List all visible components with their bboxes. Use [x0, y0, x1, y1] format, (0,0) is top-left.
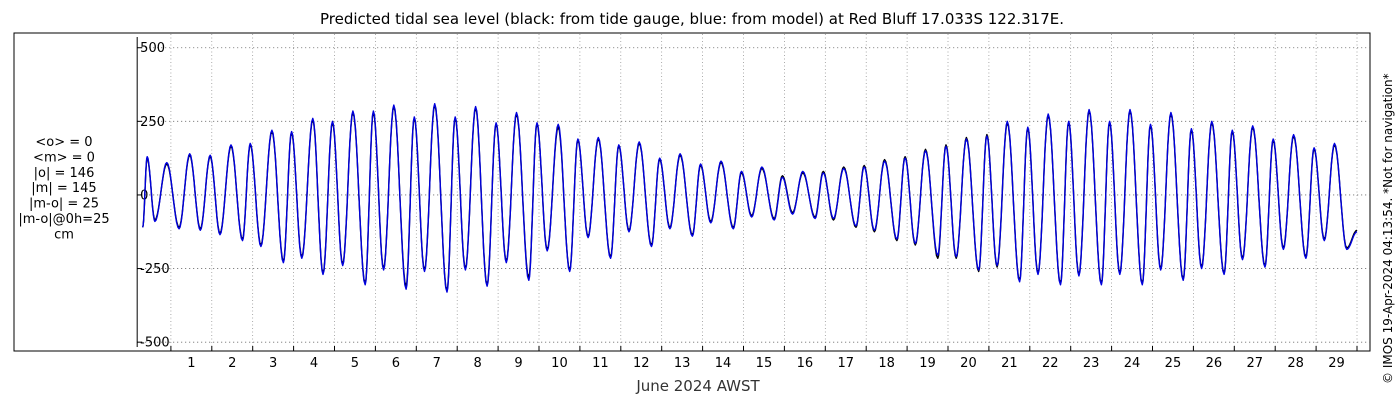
x-tick-label: 5	[351, 356, 359, 371]
x-tick-label: 22	[1042, 356, 1059, 371]
x-tick-label: 2	[228, 356, 236, 371]
x-tick-label: 4	[310, 356, 318, 371]
x-tick-label: 3	[269, 356, 277, 371]
copyright-note: © IMOS 19-Apr-2024 04:13:54. *Not for na…	[1381, 73, 1395, 384]
x-tick-label: 23	[1083, 356, 1100, 371]
chart-title: Predicted tidal sea level (black: from t…	[320, 10, 1064, 28]
x-tick-label: 15	[756, 356, 773, 371]
stat-line: cm	[54, 227, 74, 242]
statistics-panel: <o> = 0<m> = 0|o| = 146|m| = 145|m-o| = …	[18, 135, 109, 242]
x-tick-label: 17	[837, 356, 854, 371]
x-tick-label: 13	[674, 356, 691, 371]
x-axis-title: June 2024 AWST	[635, 377, 760, 395]
x-tick-label: 11	[592, 356, 609, 371]
x-tick-label: 1	[187, 356, 195, 371]
x-tick-label: 19	[919, 356, 936, 371]
x-tick-label: 26	[1206, 356, 1223, 371]
x-axis: 1 2 3 4 5 6 7 8 9 10 11 12 13 14 15 16 17 18 19 20 21 22 23 24 2…	[170, 346, 1358, 371]
stat-line: |o| = 146	[34, 166, 95, 181]
x-tick-label: 28	[1287, 356, 1304, 371]
stat-line: |m| = 145	[31, 181, 96, 196]
x-tick-label: 25	[1165, 356, 1182, 371]
stat-line: <o> = 0	[35, 135, 92, 150]
y-tick-label: 250	[140, 115, 165, 130]
x-tick-label: 21	[1001, 356, 1018, 371]
x-tick-label: 9	[514, 356, 522, 371]
stat-line: |m-o|@0h=25	[18, 212, 109, 227]
y-tick-label: -250	[140, 262, 170, 277]
x-tick-label: 18	[878, 356, 895, 371]
series-layer	[142, 103, 1358, 293]
x-tick-label: 16	[797, 356, 814, 371]
x-tick-label: 10	[551, 356, 568, 371]
x-tick-label: 6	[392, 356, 400, 371]
x-tick-label: 7	[433, 356, 441, 371]
y-tick-label: 500	[140, 41, 165, 56]
x-tick-label: 24	[1124, 356, 1141, 371]
x-tick-label: 8	[474, 356, 482, 371]
stat-line: |m-o| = 25	[29, 197, 99, 212]
x-tick-label: 12	[633, 356, 650, 371]
stat-line: <m> = 0	[33, 150, 95, 165]
x-tick-label: 20	[960, 356, 977, 371]
plot-frame	[13, 32, 1371, 352]
x-tick-label: 14	[715, 356, 732, 371]
grid-lines	[137, 34, 1370, 350]
y-tick-label: -500	[140, 336, 170, 351]
series-line	[142, 103, 1358, 293]
x-tick-label: 29	[1328, 356, 1345, 371]
x-tick-label: 27	[1246, 356, 1263, 371]
